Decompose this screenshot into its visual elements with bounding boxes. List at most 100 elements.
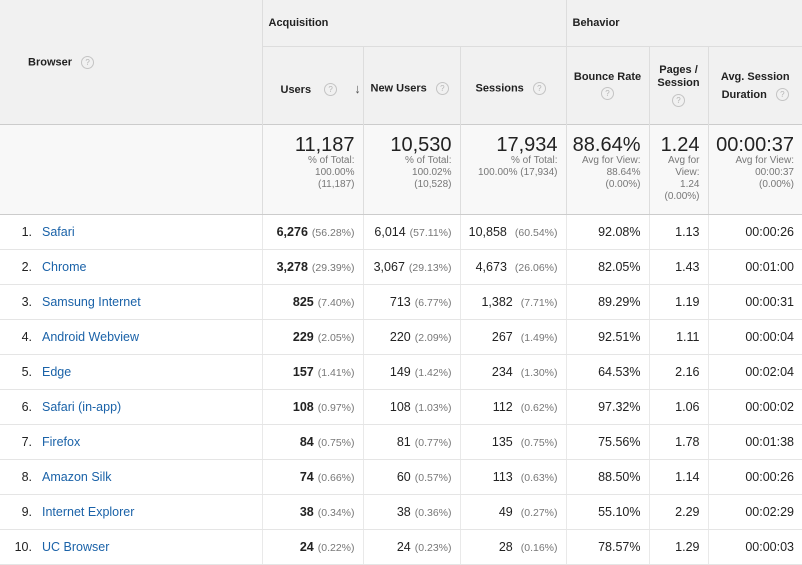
avg-duration-cell: 00:00:04 [707,319,802,355]
sessions-percent: (26.06%) [514,262,558,274]
users-value: 84 [299,435,314,449]
browser-cell: 6. Safari (in-app) [0,389,262,425]
new-users-value: 6,014 [374,225,406,239]
table-row: 8. Amazon Silk 74 (0.66%) 60 (0.57%) 113 (0.… [0,459,802,495]
users-cell: 108 (0.97%) [261,389,363,425]
pages-session-cell: 1.43 [648,249,708,285]
bounce-rate-cell: 89.29% [565,284,649,320]
pages-session-cell: 1.14 [648,459,708,495]
bounce-rate-cell: 78.57% [565,529,649,565]
browser-link[interactable]: Edge [42,365,72,379]
users-percent: (1.41%) [317,367,355,379]
column-header-pages-session[interactable]: Pages / Session ? [648,46,708,125]
column-header-users[interactable]: Users ? ↓ [261,46,363,125]
browser-link[interactable]: Safari (in-app) [42,400,122,414]
browser-link[interactable]: Firefox [42,435,81,449]
pages-session-cell: 1.29 [648,529,708,565]
help-icon[interactable]: ? [601,87,614,100]
new-users-percent: (2.09%) [414,332,452,344]
users-value: 108 [292,400,314,414]
total-new-users-note: (10,528) [414,179,452,190]
row-index: 5. [21,365,32,379]
browser-link[interactable]: Android Webview [42,330,140,344]
bounce-rate-cell: 88.50% [565,459,649,495]
browser-cell: 8. Amazon Silk [0,459,262,495]
row-index: 10. [14,540,32,554]
new-users-value: 24 [396,540,411,554]
users-cell: 6,276 (56.28%) [261,214,363,250]
users-percent: (0.34%) [317,507,355,519]
row-index: 8. [21,470,32,484]
bounce-rate-cell: 97.32% [565,389,649,425]
column-header-browser[interactable]: Browser ? [0,0,262,125]
users-value: 229 [292,330,314,344]
browser-link[interactable]: Safari [42,225,75,239]
avg-duration-header-label: Avg. Session Duration [720,70,790,101]
column-header-sessions[interactable]: Sessions ? [459,46,566,125]
total-avg-duration-note: Avg for View: [735,155,794,166]
browser-link[interactable]: UC Browser [42,540,110,554]
help-icon[interactable]: ? [775,88,789,102]
new-users-percent: (0.36%) [414,507,452,519]
new-users-cell: 24 (0.23%) [362,529,460,565]
total-users-cell: 11,187 % of Total: 100.00% (11,187) [261,124,363,215]
browser-cell: 5. Edge [0,354,262,390]
sessions-percent: (0.62%) [520,402,558,414]
sessions-value: 135 [491,435,513,449]
sessions-value: 113 [492,470,513,484]
pages-session-header-label: Pages / Session [657,64,700,89]
total-new-users-note: 100.02% [412,167,452,178]
total-avg-duration-note: 00:00:37 [755,167,794,178]
bounce-rate-cell: 64.53% [565,354,649,390]
total-users-note: 100.00% [315,167,355,178]
total-sessions-note: 100.00% (17,934) [477,167,558,178]
new-users-cell: 81 (0.77%) [362,424,460,460]
browser-link[interactable]: Internet Explorer [42,505,135,519]
total-bounce-rate-note: (0.00%) [605,179,641,190]
browser-header-label: Browser [28,55,73,68]
help-icon[interactable]: ? [672,94,685,107]
pages-session-cell: 1.11 [648,319,708,355]
column-header-bounce-rate[interactable]: Bounce Rate ? [565,46,649,125]
help-icon[interactable]: ? [81,55,95,69]
pages-session-cell: 2.16 [648,354,708,390]
users-cell: 84 (0.75%) [261,424,363,460]
sessions-percent: (0.27%) [520,507,558,519]
users-header-label: Users [280,83,312,96]
row-index: 3. [21,295,32,309]
totals-label-cell [0,124,262,215]
users-cell: 229 (2.05%) [261,319,363,355]
help-icon[interactable]: ? [435,82,449,95]
help-icon[interactable]: ? [532,82,546,95]
column-header-new-users[interactable]: New Users ? [362,46,460,125]
browser-link[interactable]: Amazon Silk [42,470,112,484]
total-pages-session: 1.24 [660,134,700,156]
sessions-cell: 113 (0.63%) [459,459,566,495]
sessions-cell: 135 (0.75%) [459,424,566,460]
total-new-users-note: % of Total: [404,155,452,166]
users-percent: (2.05%) [317,332,355,344]
new-users-percent: (29.13%) [408,262,452,274]
sessions-percent: (7.71%) [520,297,558,309]
group-header-acquisition: Acquisition [261,0,566,47]
browser-link[interactable]: Samsung Internet [42,295,141,309]
pages-session-cell: 2.29 [648,494,708,530]
sessions-cell: 112 (0.62%) [459,389,566,425]
new-users-percent: (1.03%) [414,402,452,414]
browser-link[interactable]: Chrome [42,260,87,274]
total-sessions: 17,934 [496,134,558,156]
column-header-avg-session-duration[interactable]: Avg. Session Duration ? [707,46,802,125]
bounce-rate-cell: 92.51% [565,319,649,355]
new-users-value: 108 [389,400,411,414]
pages-session-cell: 1.19 [648,284,708,320]
total-pages-session-note: (0.00%) [664,191,700,202]
new-users-cell: 220 (2.09%) [362,319,460,355]
new-users-value: 220 [389,330,411,344]
users-percent: (0.75%) [317,437,355,449]
avg-duration-cell: 00:00:02 [707,389,802,425]
total-pages-session-cell: 1.24 Avg for View: 1.24 (0.00%) [648,124,708,215]
sort-descending-icon[interactable]: ↓ [354,80,361,96]
total-bounce-rate-cell: 88.64% Avg for View: 88.64% (0.00%) [565,124,649,215]
help-icon[interactable]: ? [324,83,338,97]
